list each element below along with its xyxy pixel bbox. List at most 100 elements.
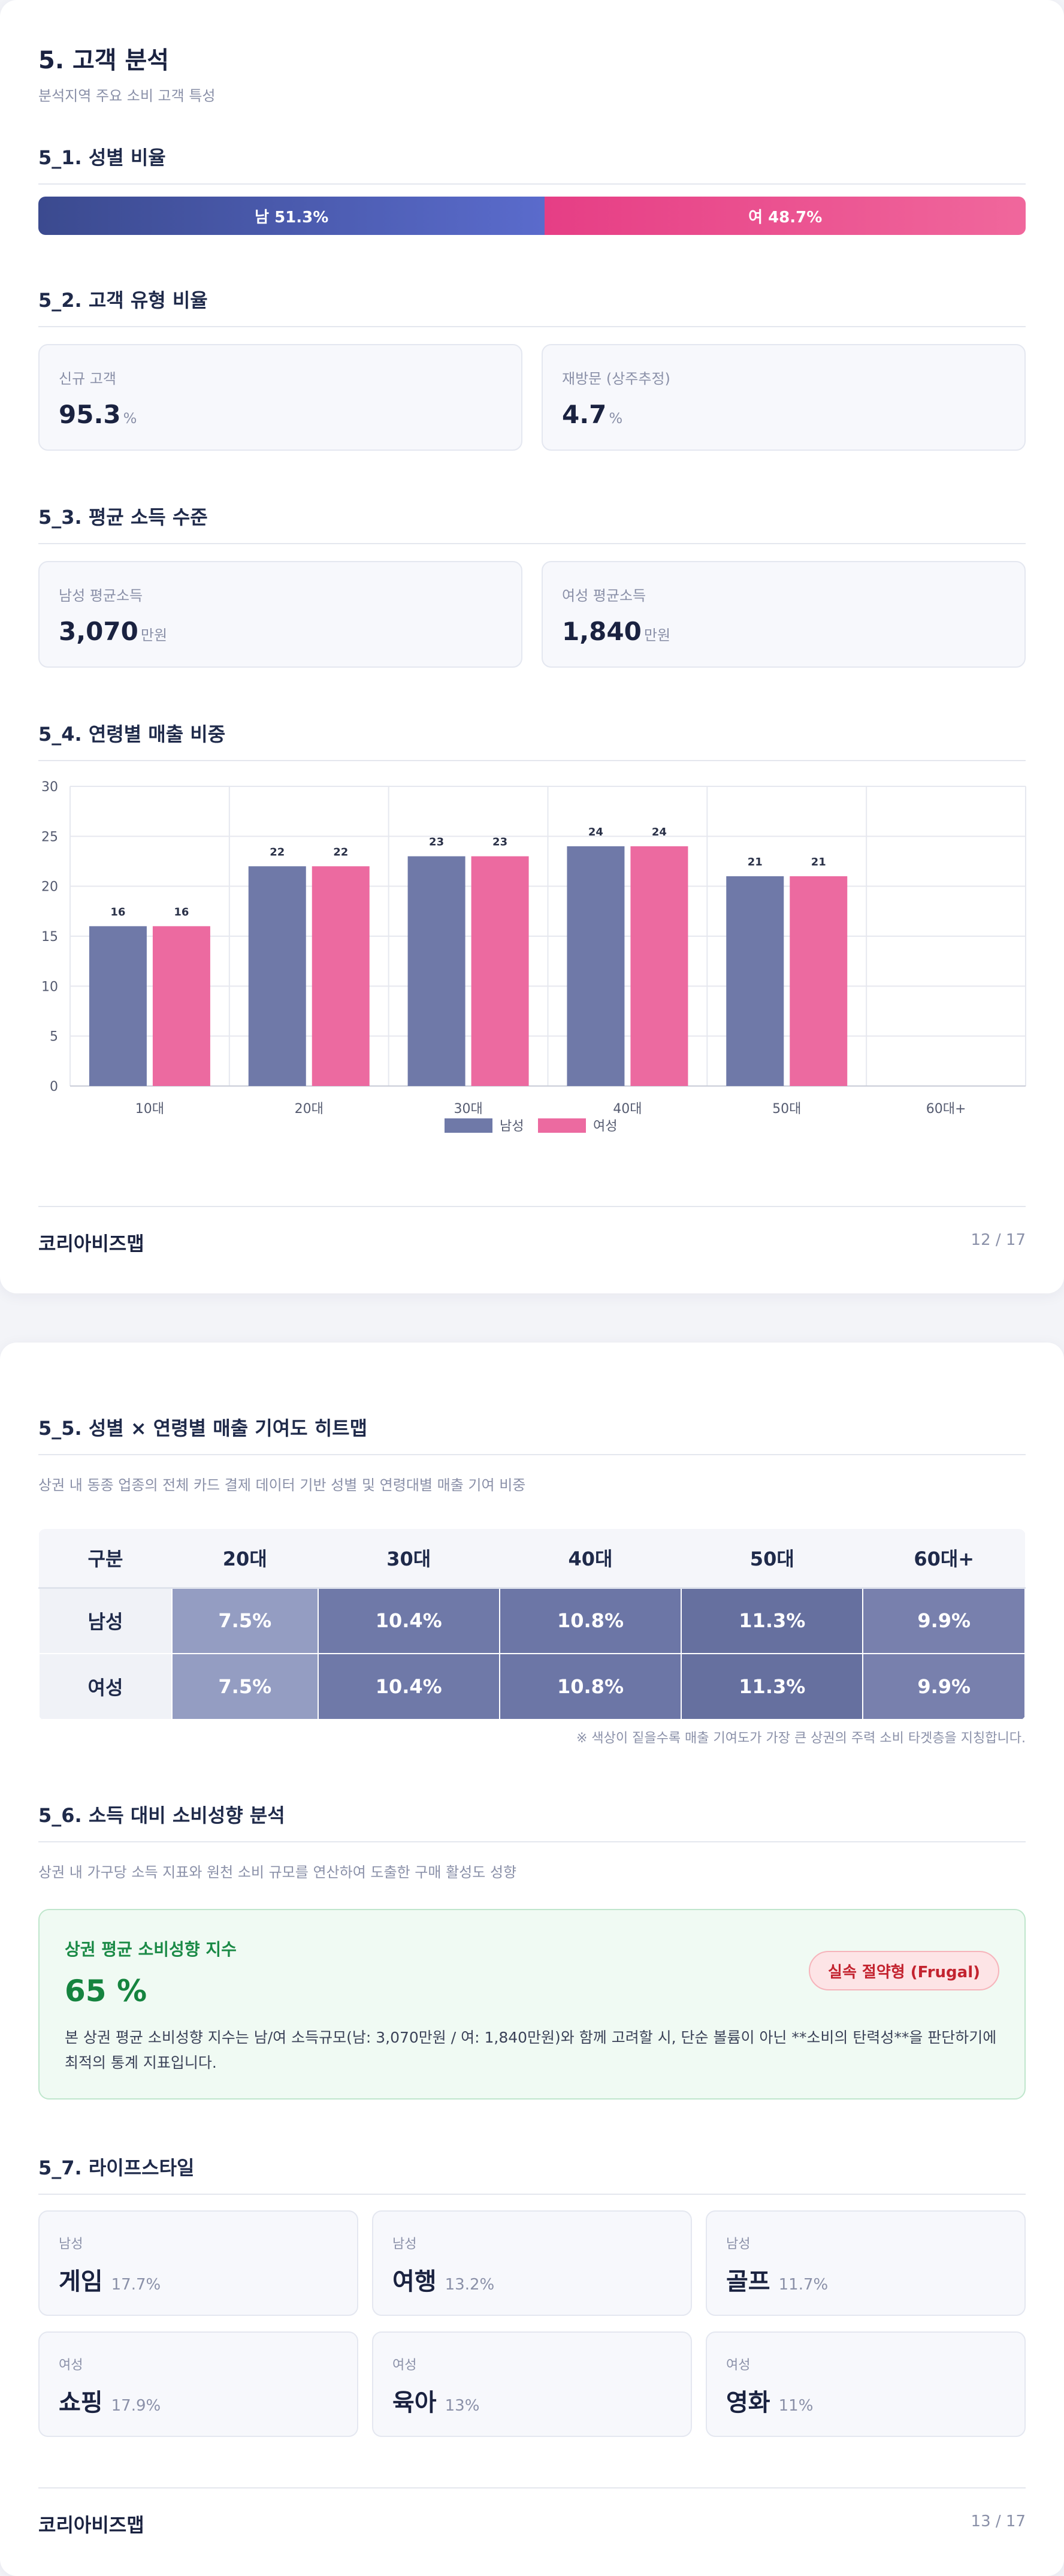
return-customer-unit: % [609,410,623,427]
report-page-13: 5_5. 성별 × 연령별 매출 기여도 히트맵 상권 내 동종 업종의 전체 … [0,1343,1064,2576]
propensity-index-value: 65 % [65,1974,147,2008]
propensity-index-box: 상권 평균 소비성향 지수 65 % 실속 절약형 (Frugal) 본 상권 … [38,1909,1026,2100]
lifestyle-pct: 13.2% [445,2276,495,2294]
footer-brand: 코리아비즈맵 [38,1232,144,1255]
bar-data-label: 21 [811,856,826,868]
propensity-desc: 상권 내 가구당 소득 지표와 원천 소비 규모를 연산하여 도출한 구매 활성… [38,1864,517,1881]
gender-age-heatmap: 구분 20대 30대 40대 50대 60대+ 남성 7.5% 10.4% 10… [38,1529,1026,1720]
lifestyle-name: 골프 [726,2268,770,2296]
heatmap-col-header: 60대+ [863,1529,1025,1589]
heatmap-cell: 10.8% [498,1587,682,1654]
legend-swatch [538,1118,586,1133]
female-income-value: 1,840 [562,617,642,646]
bar-male [726,876,784,1086]
heatmap-col-header: 40대 [499,1529,682,1589]
propensity-index-description: 본 상권 평균 소비성향 지수는 남/여 소득규모(남: 3,070만원 / 여… [65,2029,997,2071]
x-tick-label: 60대+ [926,1102,966,1117]
heatmap-cell: 7.5% [171,1653,319,1720]
age-sales-bar-chart: 0 5 10 15 20 25 30 16 16 10대 22 22 20대 23 23 30대 24 24 40대… [41,780,1026,1134]
x-tick-label: 40대 [613,1102,642,1117]
lifestyle-card: 남성 여행 13.2% [372,2210,692,2316]
female-income-card: 여성 평균소득 1,840 만원 [542,561,1026,668]
lifestyle-gender: 여성 [726,2358,751,2373]
x-tick-label: 50대 [772,1102,801,1117]
lifestyle-card: 남성 골프 11.7% [706,2210,1026,2316]
return-customer-value: 4.7 [562,400,607,429]
propensity-type-badge: 실속 절약형 (Frugal) [809,1951,999,1990]
lifestyle-pct: 11% [778,2397,814,2415]
bar-male [407,856,466,1086]
lifestyle-name: 쇼핑 [59,2389,103,2417]
y-tick-label: 20 [41,880,58,895]
new-customer-card: 신규 고객 95.3% [38,344,522,451]
lifestyle-pct: 11.7% [778,2276,829,2294]
bar-female [471,856,529,1086]
return-customer-card: 재방문 (상주추정) 4.7% [542,344,1026,451]
new-customer-label: 신규 고객 [59,370,116,387]
lifestyle-name: 영화 [726,2389,770,2417]
lifestyle-card: 여성 쇼핑 17.9% [38,2331,358,2437]
new-customer-value: 95.3 [59,400,121,429]
bar-female [312,866,370,1086]
legend-swatch [445,1118,492,1133]
lifestyle-pct: 17.7% [111,2276,161,2294]
bar-male [89,926,147,1086]
return-customer-label: 재방문 (상주추정) [562,370,670,387]
lifestyle-gender: 남성 [59,2237,83,2252]
legend-label: 남성 [500,1119,524,1134]
bar-data-label: 23 [429,836,444,849]
heatmap-desc: 상권 내 동종 업종의 전체 카드 결제 데이터 기반 성별 및 연령대별 매출… [38,1477,526,1494]
male-income-label: 남성 평균소득 [59,587,143,604]
page-title: 5. 고객 분석 [38,47,170,74]
lifestyle-pct: 17.9% [111,2397,161,2415]
y-tick-label: 5 [50,1030,58,1045]
heatmap-cell: 9.9% [862,1653,1026,1720]
heatmap-cell: 10.4% [317,1587,500,1654]
y-tick-label: 0 [50,1079,58,1094]
male-income-value: 3,070 [59,617,138,646]
lifestyle-name: 게임 [59,2268,103,2296]
lifestyle-gender: 남성 [392,2237,417,2252]
bar-male [567,846,625,1086]
gender-ratio-title: 5_1. 성별 비율 [38,143,1026,185]
x-tick-label: 30대 [454,1102,482,1117]
heatmap-corner: 구분 [39,1529,172,1589]
x-tick-label: 20대 [295,1102,324,1117]
lifestyle-pct: 13% [445,2397,480,2415]
y-tick-label: 15 [41,930,58,945]
heatmap-row-label: 여성 [38,1653,173,1720]
lifestyle-name: 육아 [392,2389,437,2417]
bar-data-label: 22 [270,846,285,858]
legend-label: 여성 [593,1119,617,1134]
bar-data-label: 16 [110,906,125,918]
propensity-index-title: 상권 평균 소비성향 지수 [65,1939,237,1959]
bar-female [790,876,848,1086]
lifestyle-title: 5_7. 라이프스타일 [38,2153,1026,2195]
heatmap-cell: 7.5% [171,1587,319,1654]
heatmap-row-female: 여성 7.5% 10.4% 10.8% 11.3% 9.9% [38,1653,1026,1720]
heatmap-row-label: 남성 [38,1587,173,1654]
heatmap-header-row: 구분 20대 30대 40대 50대 60대+ [39,1529,1025,1589]
bar-data-label: 24 [652,826,667,838]
y-tick-label: 30 [41,780,58,795]
lifestyle-card: 여성 육아 13% [372,2331,692,2437]
gender-male-segment: 남 51.3% [38,197,545,235]
lifestyle-name: 여행 [392,2268,437,2296]
new-customer-unit: % [123,410,137,427]
male-income-card: 남성 평균소득 3,070 만원 [38,561,522,668]
x-tick-label: 10대 [135,1102,164,1117]
page-number: 13 / 17 [971,2512,1026,2530]
bar-data-label: 21 [748,856,763,868]
heatmap-note: ※ 색상이 짙을수록 매출 기여도가 가장 큰 상권의 주력 소비 타겟층을 지… [576,1731,1026,1746]
page-number: 12 / 17 [971,1231,1026,1249]
bar-data-label: 22 [333,846,348,858]
heatmap-cell: 9.9% [862,1587,1026,1654]
heatmap-cell: 11.3% [681,1653,864,1720]
footer-divider [38,2487,1026,2488]
footer-divider [38,1206,1026,1207]
heatmap-col-header: 50대 [681,1529,863,1589]
bar-female [630,846,688,1086]
lifestyle-card: 여성 영화 11% [706,2331,1026,2437]
heatmap-cell: 10.8% [498,1653,682,1720]
bar-male [248,866,306,1086]
